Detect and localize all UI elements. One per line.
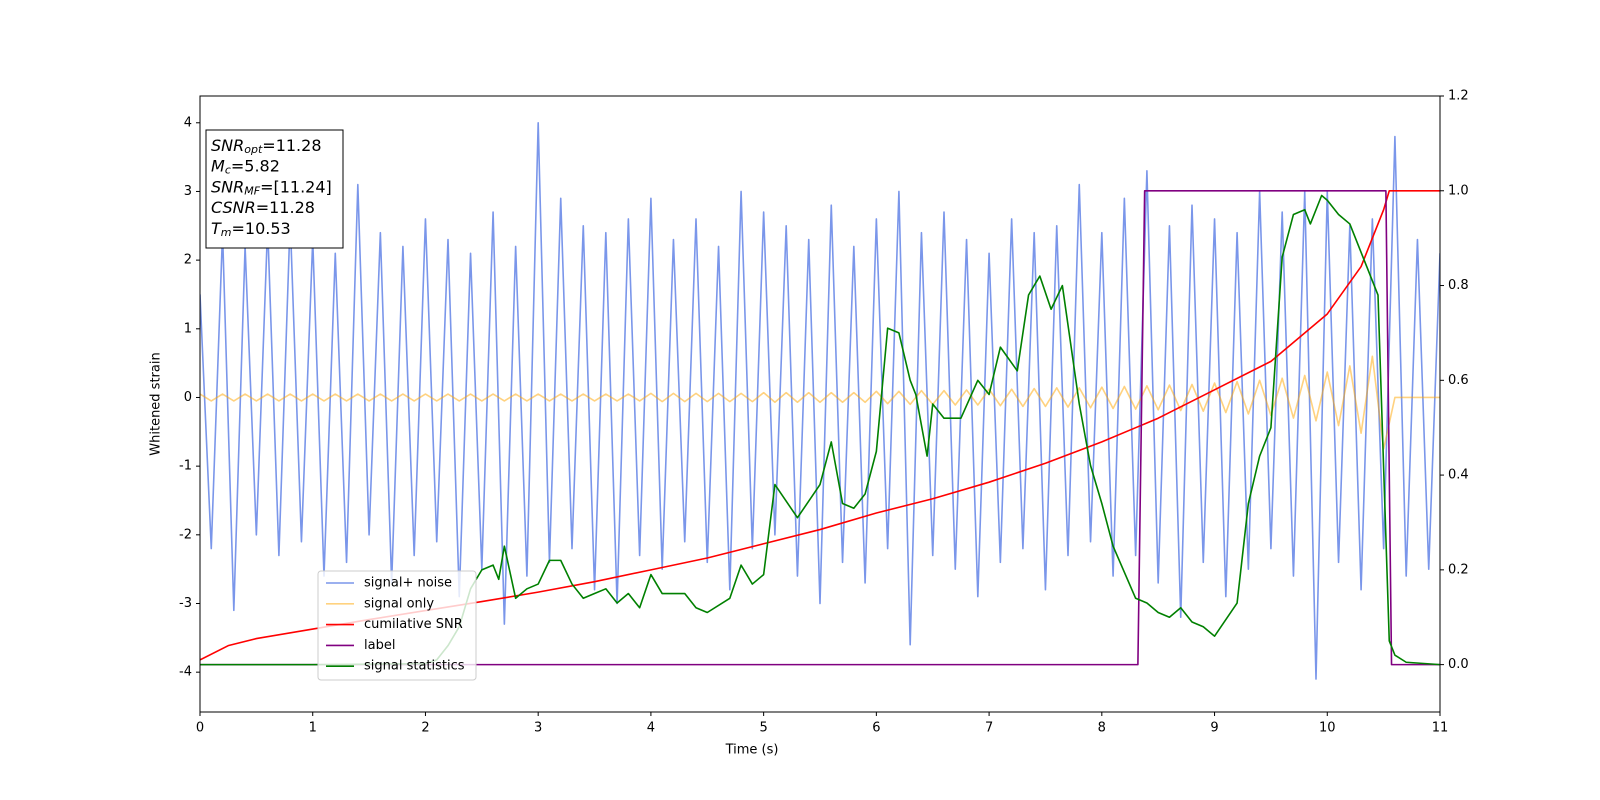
annotation-symbol: SNR [211, 136, 244, 155]
axes-frame [199, 95, 1441, 713]
annotation-frame [205, 129, 344, 249]
annotation-subscript: opt [244, 143, 263, 156]
annotation-value: =11.28 [262, 136, 321, 155]
x-tick-label: 2 [421, 721, 429, 736]
series-line [200, 189, 1440, 666]
legend: signal+ noise signal only cumilative SNR la… [317, 570, 477, 681]
x-tick-label: 1 [309, 721, 317, 736]
y2-tick-label: 1.0 [1448, 183, 1469, 198]
annotation-subscript: m [221, 226, 232, 239]
x-axis-label: Time (s) [725, 743, 779, 758]
x-tick-label: 10 [1319, 721, 1336, 736]
annotation: Tm=10.53 [211, 218, 291, 239]
y-tick-label: -4 [179, 665, 192, 680]
y2-tick-label: 0.2 [1448, 562, 1469, 577]
y-tick-label: -1 [179, 459, 192, 474]
y2-tick-label: 0.8 [1448, 278, 1469, 293]
annotation-symbol: M [211, 156, 225, 175]
x-tick-label: 0 [196, 721, 204, 736]
annotation: Mc=5.82 [211, 156, 280, 177]
annotation-value: =11.28 [256, 198, 315, 217]
series-line [200, 121, 1440, 680]
x-tick-label: 4 [647, 721, 655, 736]
annotation-symbol: T [211, 218, 222, 237]
legend-label: label [364, 638, 395, 653]
series-line [200, 355, 1440, 450]
annotation-symbol: SNR [211, 177, 244, 196]
x-tick-label: 9 [1210, 721, 1218, 736]
y2-tick-label: 0.6 [1448, 373, 1469, 388]
y2-tick-label: 1.2 [1448, 89, 1469, 104]
y-tick-label: -3 [179, 596, 192, 611]
annotation-subscript: MF [244, 184, 260, 197]
x-tick-label: 8 [1098, 721, 1106, 736]
x-tick-label: 3 [534, 721, 542, 736]
y2-tick-label: 0.0 [1448, 657, 1469, 672]
annotation-value: =10.53 [232, 218, 291, 237]
x-tick-label: 11 [1432, 721, 1449, 736]
x-tick-label: 6 [872, 721, 880, 736]
legend-label: signal only [364, 596, 434, 611]
y-tick-label: -2 [179, 527, 192, 542]
annotation: SNRMF=[11.24] [211, 177, 332, 198]
legend-label: signal+ noise [364, 576, 452, 591]
annotation: CSNR=11.28 [211, 198, 315, 217]
annotation-box: SNRopt=11.28Mc=5.82SNRMF=[11.24]CSNR=11.… [205, 129, 344, 249]
y-tick-label: 2 [184, 253, 192, 268]
annotation-value: =5.82 [231, 156, 280, 175]
x-tick-label: 7 [985, 721, 993, 736]
annotation-value: =[11.24] [260, 177, 332, 196]
annotation-symbol: CSNR [211, 198, 256, 217]
annotation-subscript: c [225, 164, 231, 177]
y-tick-label: 0 [184, 390, 192, 405]
y-axis-label: Whitened strain [149, 352, 164, 455]
x-tick-label: 5 [759, 721, 767, 736]
legend-label: cumilative SNR [364, 617, 463, 632]
annotation: SNRopt=11.28 [211, 136, 322, 157]
y2-tick-label: 0.4 [1448, 468, 1469, 483]
series-line [200, 194, 1440, 666]
legend-label: signal statistics [364, 659, 465, 674]
y-tick-label: 4 [184, 115, 192, 130]
y-tick-label: 1 [184, 321, 192, 336]
legend-frame [317, 570, 477, 681]
y-tick-label: 3 [184, 184, 192, 199]
